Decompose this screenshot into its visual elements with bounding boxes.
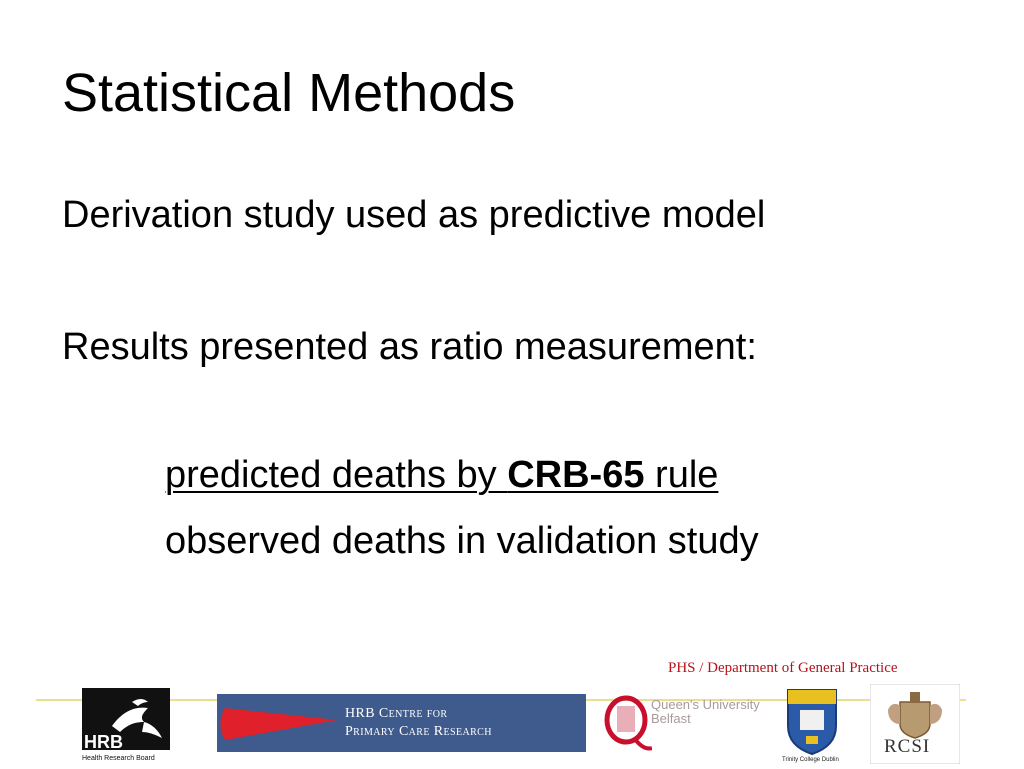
- tcd-text: Trinity College Dublin: [782, 757, 839, 763]
- ratio-numerator: predicted deaths by CRB-65 rule: [165, 456, 718, 494]
- rcsi-logo: [869, 683, 961, 765]
- tcd-shield-icon: [787, 689, 837, 756]
- qub-text: Queen's University Belfast: [651, 698, 760, 726]
- hrb-centre-logo: [217, 694, 586, 752]
- hrb-centre-line2: Primary Care Research: [345, 724, 492, 739]
- qub-q-crest-icon: [604, 695, 653, 751]
- ratio-denominator: observed deaths in validation study: [165, 520, 759, 562]
- qub-line1: Queen's University: [651, 697, 760, 712]
- rcsi-text: RCSI: [884, 736, 931, 757]
- rcsi-crest-icon: [869, 683, 961, 765]
- department-footer: PHS / Department of General Practice: [668, 660, 898, 676]
- hrb-centre-swoosh-icon: [220, 708, 337, 740]
- tcd-logo: [784, 686, 840, 756]
- numerator-text-pre: predicted deaths by: [165, 454, 508, 496]
- hrb-logo-mark-icon: HRB Health Research Board: [82, 688, 170, 762]
- hrb-centre-line1: HRB Centre for: [345, 706, 448, 721]
- svg-text:Health Research Board: Health Research Board: [82, 755, 155, 762]
- qub-logo: [604, 694, 653, 754]
- qub-line2: Belfast: [651, 711, 691, 726]
- bullet-results-ratio: Results presented as ratio measurement:: [62, 326, 757, 368]
- hrb-centre-text: HRB Centre for Primary Care Research: [345, 705, 492, 741]
- bullet-derivation-study: Derivation study used as predictive mode…: [62, 194, 766, 236]
- numerator-text-post: rule: [644, 454, 719, 496]
- numerator-crb65: CRB-65: [507, 454, 645, 496]
- svg-text:HRB: HRB: [84, 732, 123, 752]
- slide-title: Statistical Methods: [62, 63, 516, 123]
- hrb-logo: HRB Health Research Board: [82, 688, 172, 762]
